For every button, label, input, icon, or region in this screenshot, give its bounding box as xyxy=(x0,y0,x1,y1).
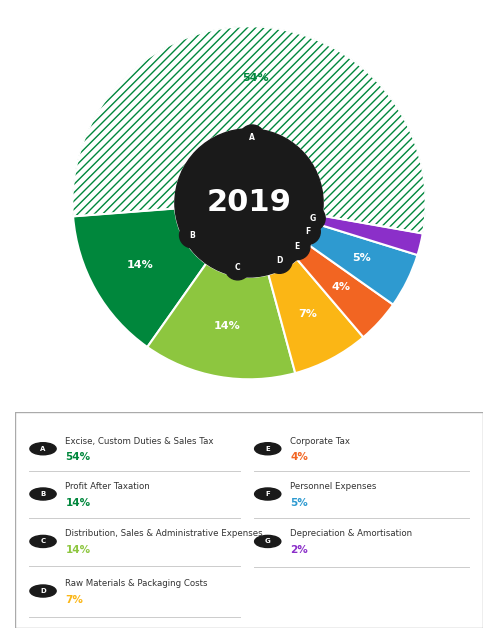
Text: 14%: 14% xyxy=(126,260,153,269)
Text: 7%: 7% xyxy=(298,309,317,319)
Wedge shape xyxy=(73,27,425,233)
Circle shape xyxy=(300,205,325,231)
Text: Excise, Custom Duties & Sales Tax: Excise, Custom Duties & Sales Tax xyxy=(66,437,214,446)
Circle shape xyxy=(175,129,323,277)
Text: Raw Materials & Packaging Costs: Raw Materials & Packaging Costs xyxy=(66,579,208,588)
Text: 14%: 14% xyxy=(66,545,91,555)
Text: F: F xyxy=(305,227,310,236)
Wedge shape xyxy=(310,225,417,304)
Text: 54%: 54% xyxy=(66,453,91,462)
Circle shape xyxy=(254,443,281,455)
Text: 14%: 14% xyxy=(214,321,241,331)
Text: Depreciation & Amortisation: Depreciation & Amortisation xyxy=(290,529,412,538)
Circle shape xyxy=(254,535,281,548)
Text: 5%: 5% xyxy=(290,498,308,508)
Text: Corporate Tax: Corporate Tax xyxy=(290,437,350,446)
Text: D: D xyxy=(276,256,283,265)
Circle shape xyxy=(240,125,265,150)
Wedge shape xyxy=(147,263,295,379)
Text: C: C xyxy=(235,262,241,271)
Text: A: A xyxy=(40,446,46,452)
Text: B: B xyxy=(40,491,46,497)
Text: F: F xyxy=(265,491,270,497)
Text: D: D xyxy=(40,588,46,594)
Text: G: G xyxy=(309,214,316,223)
Text: E: E xyxy=(265,446,270,452)
Wedge shape xyxy=(268,259,364,373)
Circle shape xyxy=(295,219,320,244)
Text: E: E xyxy=(295,242,300,252)
Wedge shape xyxy=(297,245,393,337)
Text: 14%: 14% xyxy=(66,498,91,508)
Text: 4%: 4% xyxy=(332,282,351,292)
Circle shape xyxy=(30,443,56,455)
Text: 4%: 4% xyxy=(290,453,308,462)
Circle shape xyxy=(30,585,56,597)
Text: 2%: 2% xyxy=(290,545,308,555)
Text: 5%: 5% xyxy=(352,253,371,263)
Wedge shape xyxy=(320,216,423,255)
Text: B: B xyxy=(189,231,195,240)
Text: C: C xyxy=(40,538,46,545)
Text: 2019: 2019 xyxy=(207,188,291,217)
Wedge shape xyxy=(73,209,206,347)
Circle shape xyxy=(225,254,250,280)
Circle shape xyxy=(30,488,56,500)
Text: G: G xyxy=(265,538,270,545)
Text: A: A xyxy=(249,133,255,142)
Circle shape xyxy=(180,223,205,248)
Circle shape xyxy=(30,535,56,548)
Circle shape xyxy=(254,488,281,500)
Text: 7%: 7% xyxy=(66,595,83,605)
Circle shape xyxy=(284,234,310,259)
Text: Personnel Expenses: Personnel Expenses xyxy=(290,482,376,491)
Circle shape xyxy=(267,248,292,273)
Text: Profit After Taxation: Profit After Taxation xyxy=(66,482,150,491)
Text: Distribution, Sales & Administrative Expenses: Distribution, Sales & Administrative Exp… xyxy=(66,529,263,538)
Text: 54%: 54% xyxy=(242,73,268,83)
